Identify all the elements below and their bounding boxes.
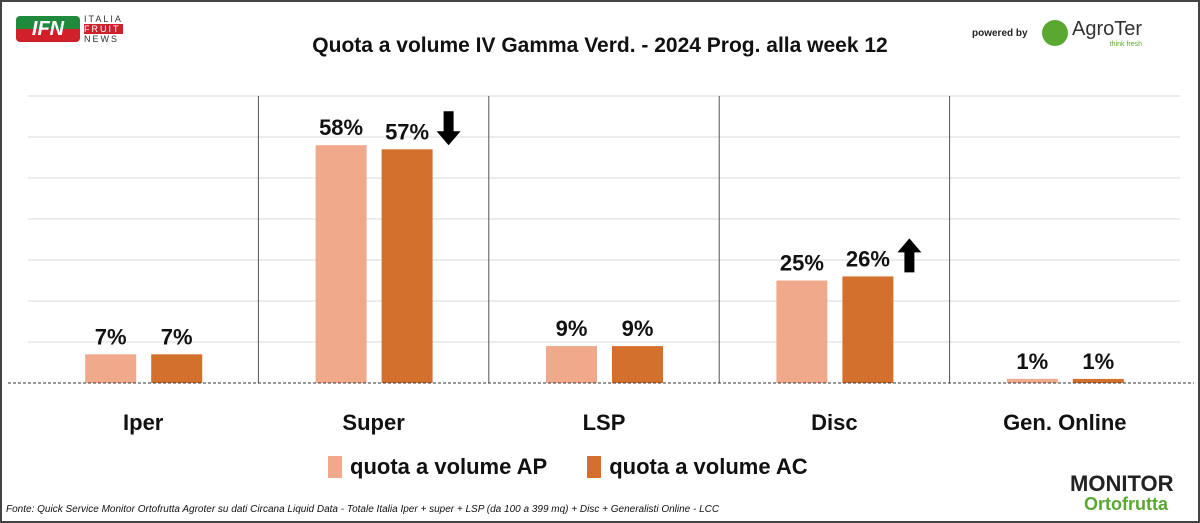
bar-ap — [546, 346, 597, 383]
category-label: Gen. Online — [1003, 410, 1126, 435]
category-label: Super — [342, 410, 405, 435]
legend-label: quota a volume AP — [350, 454, 548, 479]
monitor-ortofrutta-logo: MONITOR Ortofrutta — [1070, 471, 1174, 515]
bar-ac — [381, 149, 433, 383]
arrow-down-icon — [436, 111, 461, 146]
category-label: Disc — [811, 410, 857, 435]
legend-item-ac: quota a volume AC — [587, 454, 808, 480]
data-label: 57% — [385, 119, 429, 144]
data-label: 26% — [846, 246, 890, 271]
ifn-logo: IFN ITALIA FRUIT NEWS — [16, 14, 123, 44]
data-label: 58% — [319, 115, 363, 140]
legend-item-ap: quota a volume AP — [328, 454, 547, 480]
ifn-logo-mark: IFN — [16, 16, 80, 42]
data-label: 1% — [1082, 349, 1114, 374]
legend-swatch — [328, 456, 342, 478]
data-label: 25% — [780, 251, 824, 276]
ifn-line: NEWS — [84, 34, 119, 44]
data-label: 9% — [556, 316, 588, 341]
legend-label: quota a volume AC — [609, 454, 808, 479]
bar-ac — [1072, 378, 1124, 383]
data-label: 1% — [1016, 349, 1048, 374]
powered-by: powered by — [972, 28, 1028, 39]
legend: quota a volume AP quota a volume AC — [328, 454, 808, 480]
ifn-line: FRUIT — [84, 24, 123, 34]
data-label: 9% — [622, 316, 654, 341]
bar-ap — [315, 145, 367, 383]
bar-ac — [842, 276, 894, 383]
category-label: Iper — [123, 410, 164, 435]
source-note: Fonte: Quick Service Monitor Ortofrutta … — [6, 504, 720, 515]
data-label: 7% — [95, 324, 127, 349]
agroter-tag: think fresh — [1109, 41, 1143, 48]
ortofrutta-text: Ortofrutta — [1084, 494, 1168, 514]
bar-ac — [151, 354, 203, 383]
data-label: 7% — [161, 324, 193, 349]
bar-ac — [612, 346, 663, 383]
bar-ap — [776, 280, 828, 383]
legend-swatch — [587, 456, 602, 478]
category-label: LSP — [583, 410, 626, 435]
bar-ap — [85, 354, 137, 383]
ifn-line: ITALIA — [84, 14, 123, 24]
agroter-name: AgroTer — [1072, 18, 1143, 40]
chart-title: Quota a volume IV Gamma Verd. - 2024 Pro… — [312, 34, 888, 57]
tree-icon — [1042, 20, 1068, 46]
agroter-logo: AgroTer think fresh — [1042, 18, 1142, 48]
monitor-text: MONITOR — [1070, 471, 1174, 496]
arrow-up-icon — [897, 238, 922, 273]
bar-ap — [1006, 378, 1058, 383]
